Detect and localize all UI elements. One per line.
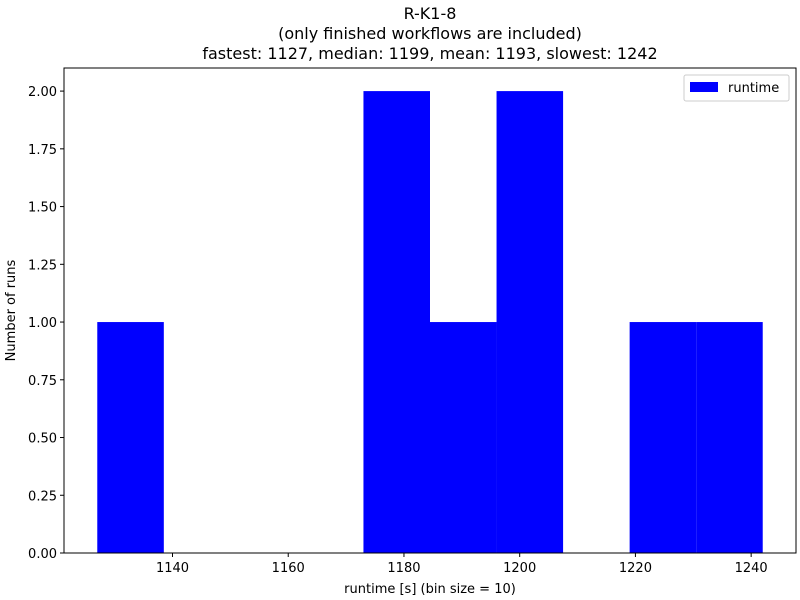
y-tick-label-4: 1.00 [28,316,57,331]
chart-title: R-K1-8 (only finished workflows are incl… [202,4,657,63]
y-axis-ticks: 0.00 0.25 0.50 0.75 1.00 1.25 1.50 1.75 2.00 [28,85,64,562]
legend-box [683,74,790,102]
title-line-1: R-K1-8 [404,4,457,23]
y-tick-label-0: 0.00 [28,547,57,562]
bar-bin-0 [97,322,164,553]
x-tick-label-2: 1180 [387,561,420,576]
x-tick-label-5: 1240 [735,561,768,576]
histogram-bars [97,91,763,553]
x-tick-label-1: 1160 [272,561,305,576]
bar-bin-5 [430,322,497,553]
title-line-2: (only finished workflows are included) [278,24,582,43]
axes [63,67,797,554]
y-tick-label-1: 0.25 [28,489,57,504]
y-tick-label-2: 0.50 [28,432,57,447]
x-tick-label-4: 1220 [619,561,652,576]
x-tick-label-0: 1140 [156,561,189,576]
bar-bin-4 [363,91,430,553]
x-axis-ticks: 1140 1160 1180 1200 1220 1240 [156,553,768,576]
bar-bin-6 [496,91,564,553]
legend-swatch-runtime [690,82,718,92]
bar-bin-9 [696,322,763,553]
y-axis-label: Number of runs [4,259,19,361]
y-tick-label-8: 2.00 [28,85,57,100]
title-line-3: fastest: 1127, median: 1199, mean: 1193,… [202,44,657,63]
legend-label-runtime: runtime [728,81,779,96]
plot-frame [63,67,797,554]
y-tick-label-3: 0.75 [28,374,57,389]
y-tick-label-6: 1.50 [28,201,57,216]
y-tick-label-5: 1.25 [28,258,57,273]
bar-bin-8 [629,322,697,553]
x-axis-label: runtime [s] (bin size = 10) [344,582,516,597]
x-tick-label-3: 1200 [503,561,536,576]
y-tick-label-7: 1.75 [28,143,57,158]
legend: runtime [683,74,790,102]
